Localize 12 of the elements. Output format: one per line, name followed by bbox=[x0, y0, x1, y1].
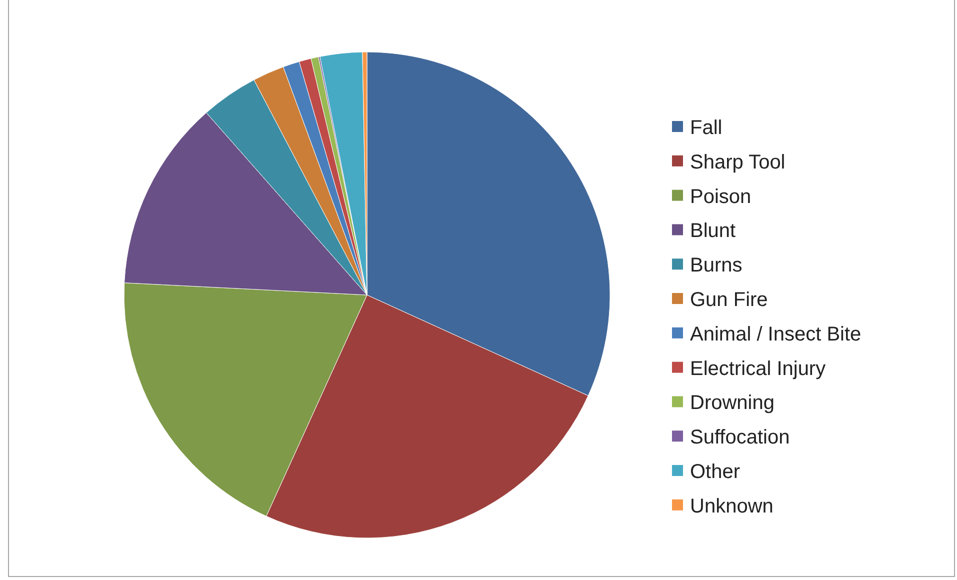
legend-label: Drowning bbox=[690, 392, 774, 414]
legend-label: Electrical Injury bbox=[690, 358, 826, 380]
legend-label: Suffocation bbox=[690, 426, 790, 449]
legend-label: Other bbox=[690, 461, 740, 483]
legend-label: Gun Fire bbox=[690, 289, 768, 311]
legend-label: Animal / Insect Bite bbox=[690, 323, 862, 346]
legend-label: Unknown bbox=[690, 495, 774, 518]
legend-label: Blunt bbox=[690, 220, 736, 242]
legend-label: Poison bbox=[690, 186, 752, 208]
legend-label: Fall bbox=[690, 117, 722, 139]
legend-label: Burns bbox=[690, 254, 742, 277]
legend-label: Sharp Tool bbox=[690, 151, 786, 174]
